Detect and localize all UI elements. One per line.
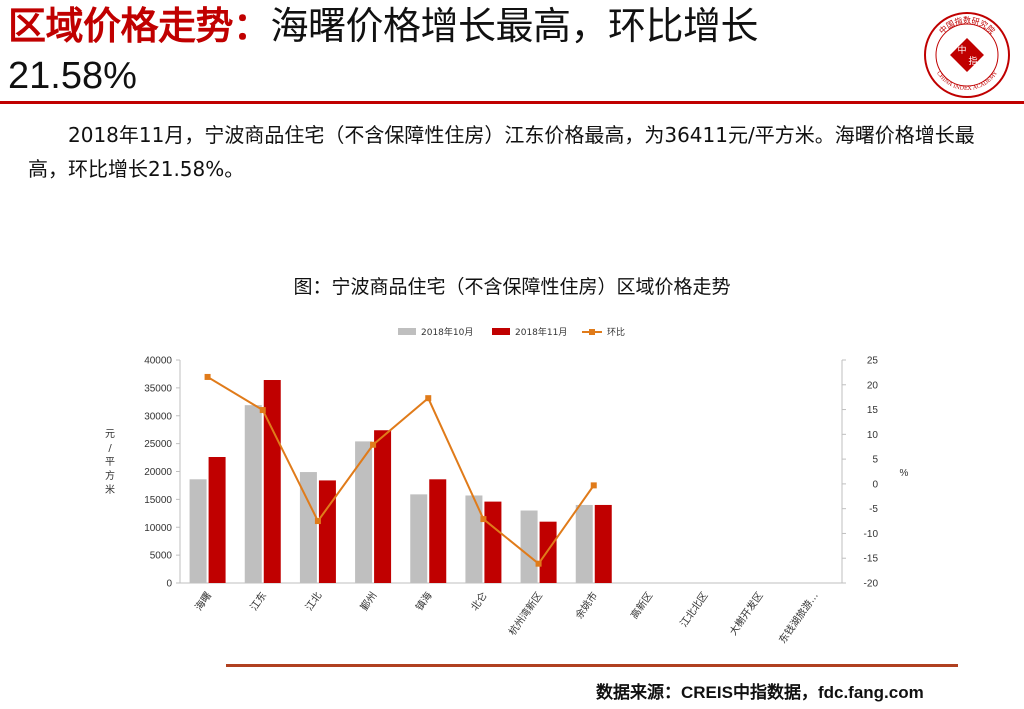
data-source: 数据来源：CREIS中指数据，fdc.fang.com: [596, 683, 924, 702]
title-rest: 海曙价格增长最高，环比增长: [270, 4, 759, 48]
header-divider: [0, 101, 1024, 104]
mom-change-marker: [259, 407, 266, 414]
bar-2018-10: [299, 472, 317, 583]
mom-change-marker: [370, 441, 377, 448]
mom-change-marker: [590, 482, 597, 489]
right-tick-label: -15: [864, 554, 879, 565]
right-tick-label: 20: [867, 380, 879, 391]
mom-change-marker: [480, 516, 487, 523]
bar-2018-11: [539, 521, 557, 583]
right-tick-label: 5: [872, 455, 878, 466]
right-tick-label: 25: [867, 356, 879, 367]
left-tick-label: 40000: [144, 356, 172, 367]
legend-label-2018-11: 2018年11月: [515, 326, 567, 338]
bar-2018-10: [575, 504, 593, 583]
bar-2018-11: [208, 457, 226, 583]
legend-swatch-2018-10: [398, 328, 416, 335]
chart-title: 图：宁波商品住宅（不含保障性住房）区域价格走势: [293, 276, 731, 298]
left-tick-label: 30000: [144, 411, 172, 422]
right-axis-label: %: [900, 468, 909, 479]
right-tick-label: -20: [864, 579, 879, 590]
bar-2018-11: [263, 380, 281, 583]
left-axis-label-char: 元: [105, 429, 115, 440]
bar-2018-10: [410, 494, 428, 583]
price-trend-chart: 0 5000 10000 15000 20000 25000 30000 35000 40000…: [105, 326, 909, 646]
bar-2018-10: [189, 479, 207, 583]
mom-change-marker: [314, 518, 321, 525]
bar-2018-11: [594, 504, 612, 583]
category-label: 江北北区: [678, 590, 711, 630]
footer-divider: [226, 664, 958, 667]
svg-text:CHINA INDEX ACADEMY: CHINA INDEX ACADEMY: [935, 70, 999, 92]
right-tick-label: 0: [872, 479, 878, 490]
left-axis-label-char: /: [108, 443, 112, 454]
title-highlight: 区域价格走势：: [8, 4, 271, 48]
summary-text: 2018年11月，宁波商品住宅（不含保障性住房）江东价格最高，为36411元/平…: [28, 123, 975, 181]
bar-2018-10: [520, 510, 538, 583]
logo-center-top: 中: [957, 44, 966, 56]
category-label: 余姚市: [572, 589, 600, 621]
bar-2018-10: [465, 495, 483, 583]
bar-2018-11: [374, 430, 392, 583]
right-tick-label: 15: [867, 405, 879, 416]
bar-2018-11: [429, 479, 447, 583]
category-label: 江东: [247, 589, 269, 613]
logo-center-bottom: 指: [968, 55, 977, 67]
category-label: 高新区: [628, 589, 656, 621]
category-label: 江北: [303, 590, 324, 613]
left-tick-label: 25000: [144, 439, 172, 450]
category-label: 北仑: [468, 589, 490, 613]
left-axis-label-char: 平: [105, 457, 115, 468]
mom-change-marker: [535, 560, 542, 567]
bar-2018-10: [244, 405, 262, 583]
category-label: 镇海: [413, 589, 435, 613]
bar-2018-11: [484, 501, 502, 583]
left-tick-label: 10000: [144, 523, 172, 534]
right-tick-label: -5: [869, 504, 878, 515]
mom-change-line: [207, 376, 595, 566]
legend-marker-mom: [589, 329, 595, 335]
left-axis-label-char: 米: [105, 483, 115, 496]
legend-swatch-2018-11: [492, 328, 510, 335]
page-title: 区域价格走势：海曙价格增长最高，环比增长: [8, 4, 908, 48]
mom-change-marker: [425, 395, 432, 402]
category-label: 杭州湾新区: [506, 589, 545, 637]
legend-label-mom: 环比: [607, 326, 625, 338]
category-label: 东钱湖旅游…: [776, 589, 821, 646]
mom-change-marker: [204, 373, 211, 380]
category-label: 大榭开发区: [726, 589, 765, 637]
right-tick-label: -10: [864, 529, 879, 540]
left-tick-label: 35000: [144, 383, 172, 394]
left-tick-label: 0: [166, 579, 172, 590]
left-tick-label: 15000: [144, 495, 172, 506]
bar-2018-10: [355, 441, 373, 583]
left-tick-label: 20000: [144, 467, 172, 478]
category-label: 鄞州: [357, 589, 379, 613]
right-tick-label: 10: [867, 430, 879, 441]
china-index-academy-logo: 中国指数研究院 CHINA INDEX ACADEMY 中 指: [924, 12, 1010, 98]
left-axis-label-char: 方: [105, 469, 115, 482]
legend-label-2018-10: 2018年10月: [421, 326, 473, 338]
bar-2018-11: [318, 480, 336, 583]
logo-bottom-text: CHINA INDEX ACADEMY: [935, 70, 999, 92]
left-tick-label: 5000: [150, 551, 173, 562]
category-label: 海曙: [192, 589, 214, 613]
title-line2: 21.58%: [8, 55, 137, 97]
